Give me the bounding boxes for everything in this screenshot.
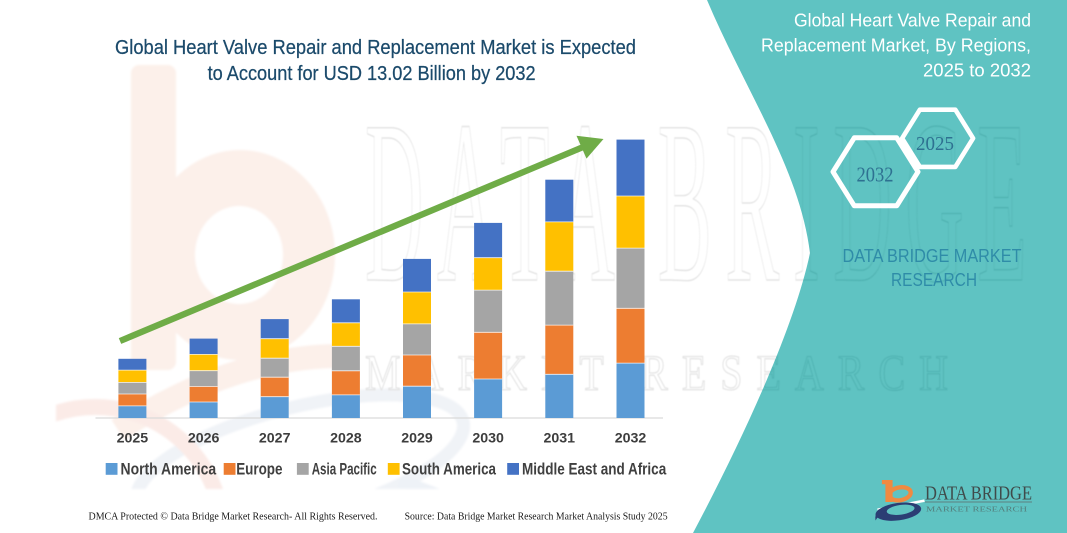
- svg-text:Asia Pacific: Asia Pacific: [312, 460, 377, 479]
- svg-text:to Account for USD 13.02 Billi: to Account for USD 13.02 Billion by 2032: [208, 62, 536, 85]
- svg-text:2025 to 2032: 2025 to 2032: [923, 60, 1031, 81]
- svg-text:2025: 2025: [916, 133, 954, 155]
- svg-text:Global Heart Valve Repair and: Global Heart Valve Repair and: [794, 10, 1031, 31]
- svg-text:Middle East and Africa: Middle East and Africa: [522, 460, 667, 479]
- svg-text:Source: Data Bridge Market Res: Source: Data Bridge Market Research Mark…: [405, 512, 668, 523]
- svg-text:2025: 2025: [117, 431, 149, 447]
- svg-text:South America: South America: [402, 460, 497, 479]
- svg-text:Global Heart Valve Repair and: Global Heart Valve Repair and Replacemen…: [115, 36, 636, 59]
- svg-text:RESEARCH: RESEARCH: [891, 270, 977, 290]
- svg-text:2027: 2027: [259, 431, 291, 447]
- svg-text:DATA BRIDGE: DATA BRIDGE: [925, 483, 1032, 505]
- svg-text:North America: North America: [121, 460, 217, 479]
- svg-text:MARKET RESEARCH: MARKET RESEARCH: [926, 507, 1027, 514]
- svg-text:Replacement Market, By Regions: Replacement Market, By Regions,: [761, 35, 1031, 56]
- svg-text:Europe: Europe: [236, 460, 282, 479]
- svg-text:DMCA Protected © Data Bridge M: DMCA Protected © Data Bridge Market Rese…: [89, 512, 378, 523]
- svg-text:2028: 2028: [330, 431, 362, 447]
- svg-text:2029: 2029: [401, 431, 433, 447]
- svg-text:2026: 2026: [188, 431, 220, 447]
- svg-text:DATA BRIDGE MARKET: DATA BRIDGE MARKET: [843, 246, 1022, 266]
- svg-text:2032: 2032: [615, 431, 647, 447]
- svg-text:2030: 2030: [472, 431, 504, 447]
- svg-text:2031: 2031: [544, 431, 576, 447]
- svg-text:2032: 2032: [857, 163, 894, 187]
